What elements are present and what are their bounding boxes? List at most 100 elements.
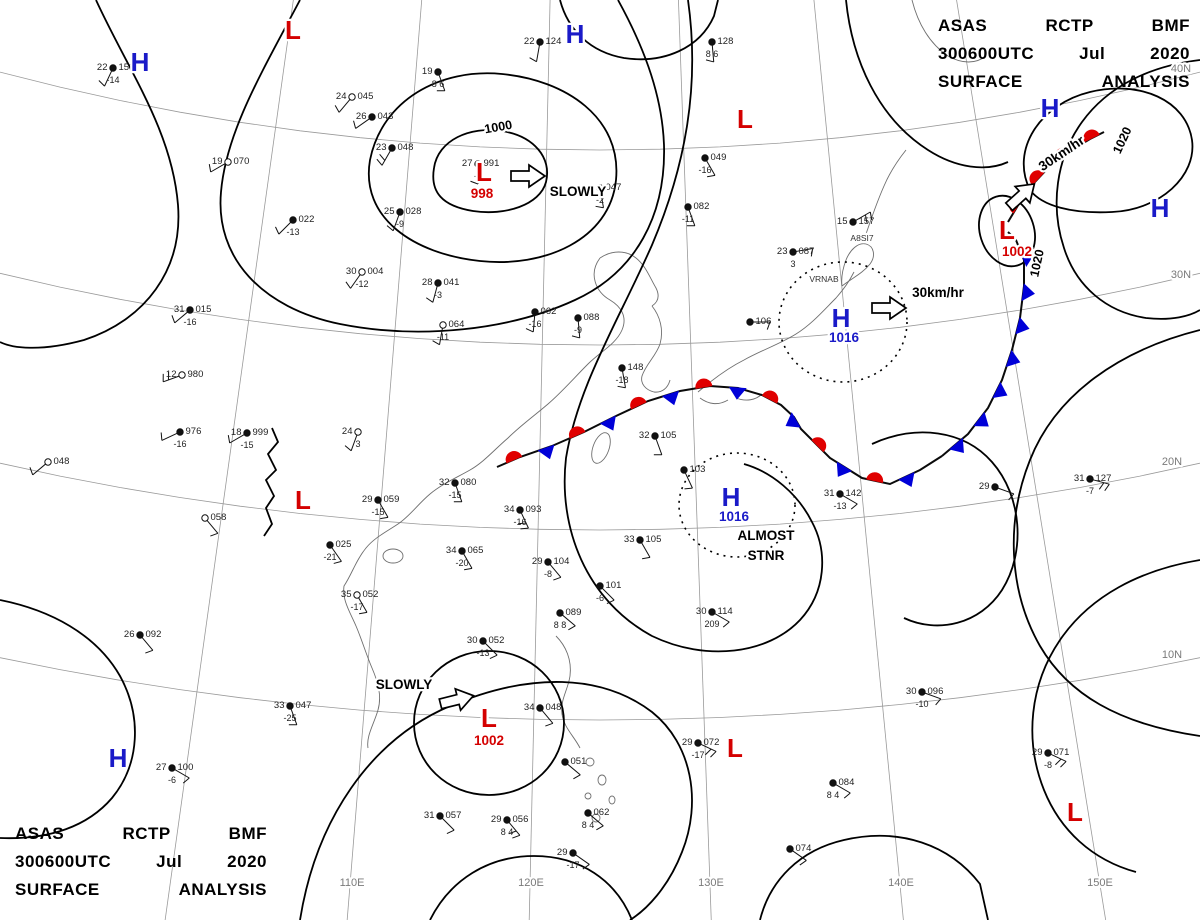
low-center-symbol: L <box>737 104 753 134</box>
title-block-top-right: ASAS RCTP BMF 300600UTC Jul 2020 SURFACE… <box>938 12 1190 96</box>
station-pressure: 101 <box>606 580 622 591</box>
station-circle <box>636 536 644 544</box>
longitude-label: 110E <box>340 877 365 889</box>
station-temperature: 22 <box>524 36 535 47</box>
station-circle <box>516 506 524 514</box>
latitude-line <box>0 272 1200 346</box>
coastline <box>697 271 855 393</box>
wind-barb-feather <box>1104 483 1110 492</box>
wind-barb <box>520 512 529 529</box>
wind-barb-feather <box>545 722 554 727</box>
wind-barb <box>706 160 716 176</box>
wind-barb-feather <box>344 445 352 452</box>
wind-barb-feather <box>171 315 176 324</box>
station-extra: -16 <box>528 319 541 329</box>
station-circle <box>786 845 794 853</box>
station-plot: 976-16 <box>160 426 201 449</box>
station-extra: 8 8 <box>554 620 567 630</box>
station-circle <box>684 203 692 211</box>
cold-front-symbol <box>1005 349 1021 367</box>
station-temperature: 35 <box>341 589 352 600</box>
latitude-line <box>0 462 1200 531</box>
station-pressure: 124 <box>546 36 562 47</box>
station-pressure: 104 <box>554 556 570 567</box>
longitude-label: 130E <box>698 877 724 889</box>
longitude-line <box>956 0 1107 920</box>
station-temperature: 34 <box>446 545 457 556</box>
wind-barb-feather <box>432 340 440 346</box>
station-pressure: 089 <box>566 607 582 618</box>
station-circle <box>596 582 604 590</box>
station-circle <box>136 631 144 639</box>
station-extra: -16 <box>173 439 186 449</box>
wind-barb <box>855 211 871 221</box>
station-plot: 32 080-15 <box>439 477 476 503</box>
cold-front-symbol <box>537 444 555 460</box>
station-plot: 243 <box>342 426 362 452</box>
station-plot: 12 980 <box>162 369 203 383</box>
wind-barb-feather <box>568 625 576 631</box>
station-plot: 082-11 <box>682 201 709 227</box>
latitude-line <box>0 71 1200 151</box>
station-temperature: 30 <box>696 606 707 617</box>
wind-barb-feather <box>707 174 716 178</box>
station-circle <box>353 591 361 599</box>
station-temperature: 29 <box>682 737 693 748</box>
station-circle <box>991 483 999 491</box>
station-plot: 27 100-6 <box>156 762 193 785</box>
station-pressure: 028 <box>406 206 422 217</box>
isobar <box>1031 559 1200 873</box>
wind-barb-feather <box>512 834 521 839</box>
station-pressure: 048 <box>398 142 414 153</box>
station-plot: 051 <box>561 756 586 780</box>
station-pressure: 072 <box>704 737 720 748</box>
station-plot: 30 052-13 <box>467 635 504 659</box>
station-extra: -20 <box>455 558 468 568</box>
station-extra: -21 <box>323 552 336 562</box>
station-circle <box>584 809 592 817</box>
ship-callsign: VRNAB <box>809 274 839 284</box>
wind-barb-feather <box>353 120 357 129</box>
station-plot: 025-21 <box>323 539 351 564</box>
station-plot: 23 087 3 <box>777 246 814 269</box>
station-plot: 103 <box>680 464 705 490</box>
wind-barb-feather <box>464 567 473 571</box>
station-extra: -13 <box>476 648 489 658</box>
warm-front-symbol <box>630 396 647 410</box>
station-temperature: 32 <box>439 477 450 488</box>
isobar <box>845 0 1009 169</box>
wind-barb <box>358 597 368 613</box>
front-layer <box>496 129 1105 488</box>
wind-barb-feather <box>553 576 562 581</box>
wind-barb-feather <box>595 205 604 209</box>
wind-barb-feather <box>705 748 712 756</box>
station-circle <box>746 318 754 326</box>
station-pressure: 045 <box>358 91 374 102</box>
wind-barb-feather <box>470 180 479 185</box>
station-circle <box>374 496 382 504</box>
station-circle <box>348 93 356 101</box>
station-plot: 088-9 <box>571 312 599 339</box>
station-extra: -13 <box>833 501 846 511</box>
station-temperature: 31 <box>174 304 185 315</box>
coastline <box>841 243 874 287</box>
wind-barb <box>432 285 438 303</box>
station-pressure: 022 <box>299 214 315 225</box>
latitude-label: 20N <box>1162 456 1182 468</box>
station-pressure: 048 <box>54 456 70 467</box>
station-circle <box>186 306 194 314</box>
wind-barb-feather <box>529 57 537 63</box>
wind-barb <box>641 542 651 558</box>
pressure-center-value: 998 <box>471 186 494 201</box>
station-temperature: 29 <box>557 847 568 858</box>
cold-front-symbol <box>785 412 801 428</box>
station-temperature: 28 <box>422 277 433 288</box>
high-center-symbol: H <box>109 743 128 773</box>
motion-annotation: SLOWLY <box>376 677 433 692</box>
wind-barb <box>792 850 807 861</box>
warm-front-symbol <box>505 451 523 464</box>
station-circle <box>836 490 844 498</box>
wind-barb-feather <box>508 830 517 835</box>
